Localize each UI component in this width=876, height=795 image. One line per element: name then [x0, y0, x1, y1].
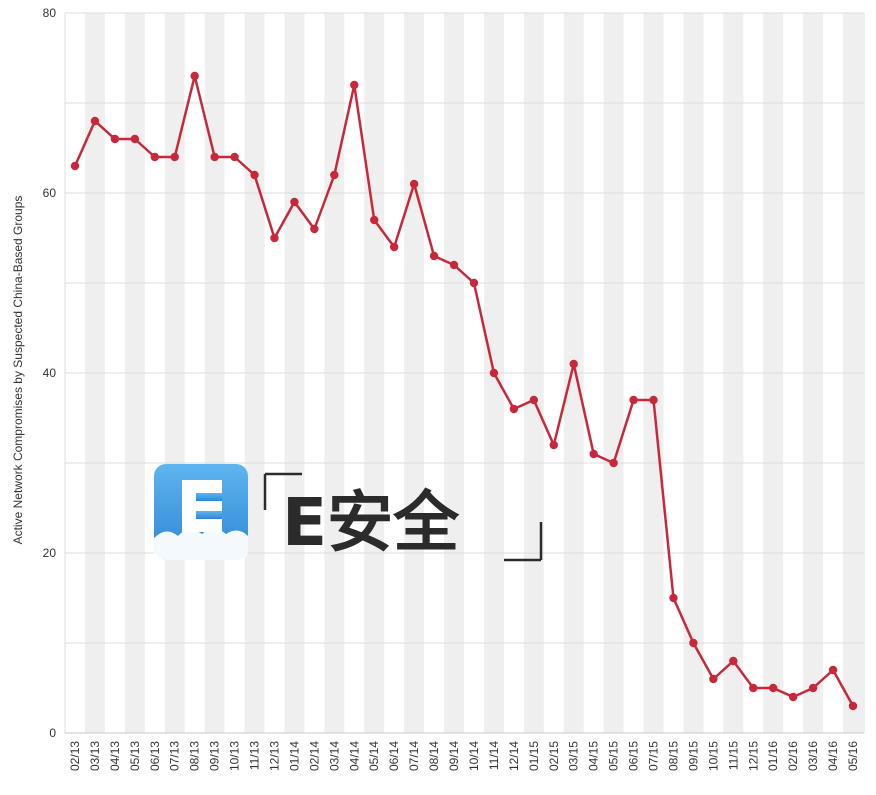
- data-point: [409, 179, 419, 189]
- y-tick-label: 0: [49, 726, 56, 740]
- x-tick-label: 07/14: [407, 741, 421, 771]
- x-tick-label: 11/13: [248, 741, 262, 770]
- data-point: [509, 404, 519, 414]
- x-tick-label: 08/14: [427, 741, 441, 771]
- x-tick-label: 02/13: [68, 741, 82, 771]
- x-tick-label: 05/16: [846, 741, 860, 771]
- x-tick-label: 07/15: [647, 741, 661, 771]
- data-point: [70, 161, 80, 171]
- data-point: [549, 440, 558, 450]
- data-point: [828, 665, 838, 675]
- data-point: [569, 359, 578, 369]
- y-tick-label: 20: [43, 546, 57, 560]
- x-tick-label: 11/14: [487, 741, 501, 770]
- data-point: [449, 260, 459, 270]
- x-tick-label: 07/13: [168, 741, 182, 771]
- gridlines: [64, 12, 865, 734]
- data-point: [90, 116, 100, 126]
- x-tick-label: 06/13: [148, 741, 162, 771]
- x-tick-label: 09/15: [686, 741, 700, 771]
- y-axis-label: Active Network Compromises by Suspected …: [11, 196, 25, 545]
- data-point: [609, 458, 618, 468]
- e-anquan-watermark-logo: E安全: [154, 464, 543, 562]
- x-tick-label: 02/14: [307, 741, 321, 771]
- x-tick-label: 11/15: [726, 741, 740, 770]
- x-tick-label: 01/14: [287, 741, 301, 771]
- data-point: [709, 674, 718, 684]
- x-tick-label: 10/14: [467, 741, 481, 771]
- data-point: [729, 656, 738, 666]
- x-tick-label: 02/16: [786, 741, 800, 771]
- y-tick-label: 60: [43, 186, 57, 200]
- data-point: [170, 152, 179, 162]
- bracket-close-mark: [504, 522, 543, 562]
- y-tick-label: 40: [43, 366, 57, 380]
- x-tick-label: 04/13: [108, 741, 122, 771]
- x-tick-label: 09/13: [208, 741, 222, 771]
- x-tick-label: 02/15: [547, 741, 561, 771]
- x-tick-label: 04/15: [587, 741, 601, 771]
- x-tick-label: 01/16: [766, 741, 780, 771]
- data-point: [150, 152, 159, 162]
- data-point: [210, 152, 219, 162]
- data-point: [310, 224, 319, 234]
- x-tick-label: 03/13: [88, 741, 102, 771]
- x-tick-label: 05/14: [367, 741, 381, 771]
- x-tick-label: 06/15: [627, 741, 641, 771]
- logo-tile-icon: [154, 464, 248, 560]
- data-point: [230, 152, 239, 162]
- data-point: [489, 368, 499, 378]
- y-tick-label: 80: [43, 6, 57, 20]
- data-point: [808, 683, 818, 693]
- data-point: [769, 683, 778, 693]
- watermark-text: E安全: [282, 484, 460, 561]
- x-tick-label: 04/14: [347, 741, 361, 771]
- x-tick-label: 01/15: [527, 741, 541, 771]
- data-point: [429, 251, 439, 261]
- data-point: [290, 197, 299, 207]
- x-tick-label: 03/16: [806, 741, 820, 771]
- data-point: [130, 134, 140, 144]
- x-tick-label: 10/13: [228, 741, 242, 771]
- y-axis-ticks: 0 20 40 60 80: [43, 6, 57, 740]
- data-point: [250, 170, 259, 180]
- data-point: [270, 233, 279, 243]
- x-tick-label: 03/15: [567, 741, 581, 771]
- x-tick-label: 10/15: [706, 741, 720, 771]
- x-tick-label: 12/13: [267, 741, 281, 771]
- x-tick-label: 09/14: [447, 741, 461, 771]
- x-tick-label: 06/14: [387, 741, 401, 771]
- x-tick-label: 03/14: [327, 741, 341, 771]
- data-point: [589, 449, 598, 459]
- data-point: [788, 692, 798, 702]
- data-point: [629, 395, 638, 405]
- series-line-group: [70, 71, 858, 711]
- data-point: [110, 134, 120, 144]
- data-point: [669, 593, 678, 603]
- data-point: [389, 242, 399, 252]
- x-tick-label: 05/13: [128, 741, 142, 771]
- data-point: [370, 215, 379, 225]
- x-tick-label: 08/15: [666, 741, 680, 771]
- x-axis-ticks: 02/13 03/13 04/13 05/13 06/13 07/13 08/13 09/13…: [68, 741, 860, 771]
- data-point: [469, 278, 479, 288]
- x-tick-label: 08/13: [188, 741, 202, 771]
- bracket-open-mark: [263, 472, 302, 510]
- x-tick-label: 05/15: [607, 741, 621, 771]
- x-tick-label: 12/15: [746, 741, 760, 771]
- data-point: [649, 395, 658, 405]
- data-point: [848, 701, 858, 711]
- data-point: [529, 395, 539, 405]
- data-point: [749, 683, 758, 693]
- data-point: [350, 80, 359, 90]
- series-line: [73, 74, 855, 707]
- data-point: [190, 71, 199, 81]
- x-tick-label: 12/14: [507, 741, 521, 771]
- data-point: [330, 170, 339, 180]
- x-tick-label: 04/16: [826, 741, 840, 771]
- data-point: [689, 638, 698, 648]
